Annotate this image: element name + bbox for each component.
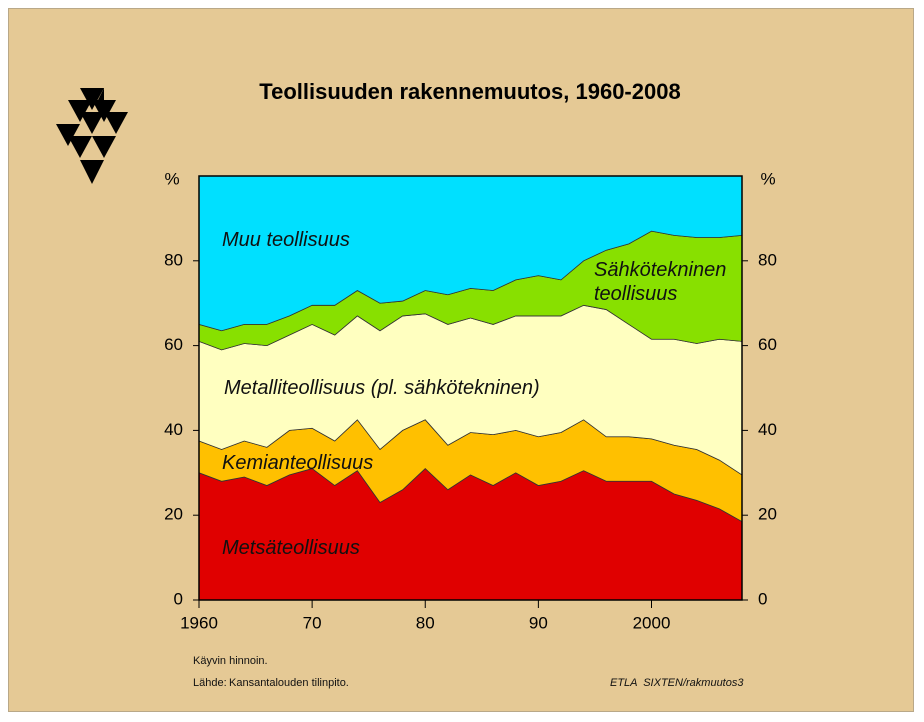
logo [56,88,128,184]
y2-tick-label: 40 [758,420,777,439]
x-tick-label: 80 [416,613,435,632]
area-label: Kemianteollisuus [222,452,374,474]
y2-tick-label: 0 [758,589,767,608]
y2-tick-label: 20 [758,505,777,524]
area-label: Metalliteollisuus (pl. sähkötekninen) [224,377,540,399]
y-tick-label: 60 [164,335,183,354]
y-axis-label: % [164,169,179,188]
note: Kansantalouden tilinpito. [229,677,349,689]
y-tick-label: 40 [164,420,183,439]
area-label: Sähkötekninen teollisuus [594,259,727,305]
x-tick-label: 70 [303,613,322,632]
y-tick-label: 20 [164,505,183,524]
y2-axis-label: % [760,169,775,188]
x-tick-label: 1960 [180,613,218,632]
note: Lähde: [193,677,227,689]
plot-frame [198,175,743,601]
credit: ETLA SIXTEN/rakmuutos3 [610,677,744,689]
area-label: Muu teollisuus [222,229,350,251]
y2-tick-label: 60 [758,335,777,354]
area-label: Metsäteollisuus [222,537,360,559]
x-tick-label: 2000 [633,613,671,632]
note: Käyvin hinnoin. [193,655,268,667]
y2-tick-label: 80 [758,250,777,269]
y-tick-label: 80 [164,250,183,269]
y-tick-label: 0 [174,589,183,608]
area [198,468,743,601]
chart-title: Teollisuuden rakennemuutos, 1960-2008 [259,79,680,104]
x-tick-label: 90 [529,613,548,632]
